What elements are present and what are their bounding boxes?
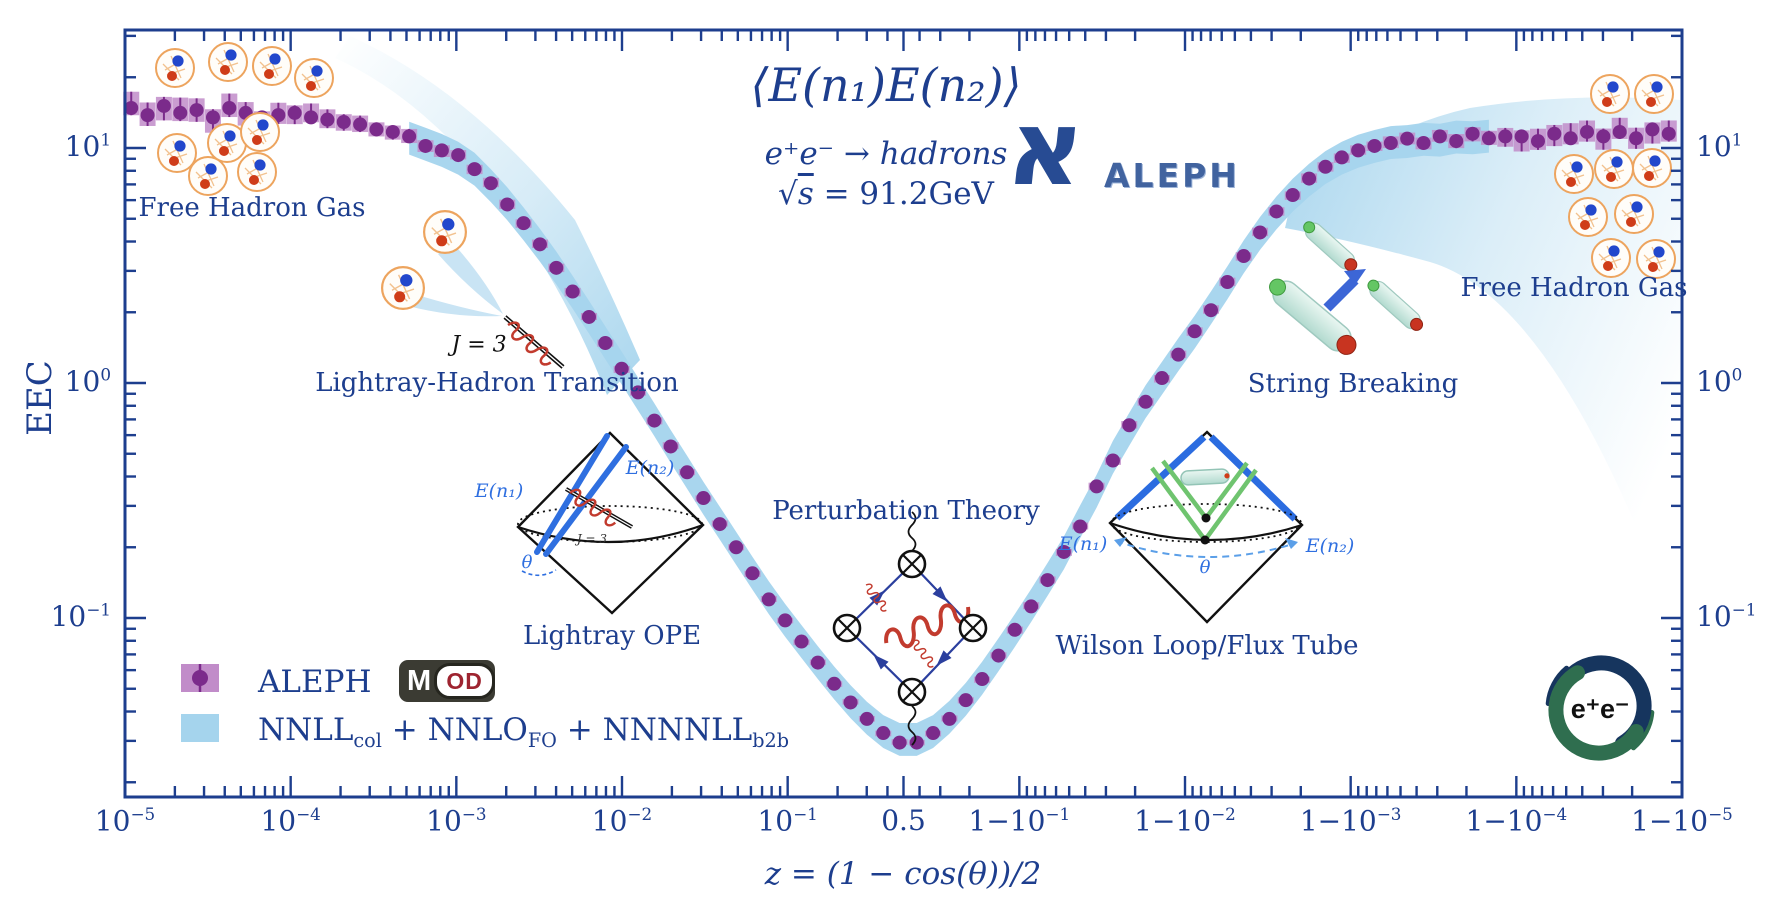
feynman-diagram bbox=[832, 511, 988, 746]
annotation-free-hadron-gas-right: Free Hadron Gas bbox=[1460, 273, 1688, 303]
hadron-icon bbox=[1594, 149, 1634, 189]
hadron-icon bbox=[237, 152, 277, 192]
legend-theory-label: NNLLcol + NNLOFO + NNNNLLb2b bbox=[258, 712, 790, 753]
vertex-icon bbox=[958, 613, 988, 643]
annotation-lightray-transition: Lightray-Hadron Transition bbox=[315, 368, 679, 398]
string-breaking-illustration bbox=[1269, 221, 1424, 355]
hadron-icon bbox=[294, 58, 334, 98]
lightray-transition-illustration bbox=[381, 210, 565, 369]
flux-lines bbox=[1150, 459, 1258, 542]
vertex-icon bbox=[832, 613, 862, 643]
hadron-icon bbox=[155, 48, 195, 88]
energy-n1-label: E(n₁) bbox=[1058, 533, 1108, 555]
x-tick-label: 1−10−1 bbox=[968, 804, 1071, 838]
mod-badge-od: OD bbox=[446, 667, 483, 694]
gluon-coil-icon bbox=[500, 318, 559, 369]
flux-tube-large bbox=[1269, 278, 1357, 355]
vertex-icon bbox=[897, 549, 927, 579]
aleph-logo-icon: א bbox=[1001, 87, 1091, 209]
y-tick-label-left: 10−1 bbox=[50, 599, 111, 633]
hadron-icon bbox=[208, 42, 248, 82]
process-label: e⁺e⁻ → hadrons bbox=[764, 136, 1008, 172]
energy-n2-label: E(n₂) bbox=[625, 457, 675, 479]
hadron-icon bbox=[1590, 74, 1630, 114]
x-tick-label: 10−5 bbox=[94, 804, 156, 838]
energy-label: √s = 91.2GeV bbox=[778, 176, 994, 212]
breaking-arrow bbox=[1323, 276, 1359, 312]
y-tick-label-right: 10−1 bbox=[1696, 599, 1757, 633]
flux-tube-small-1 bbox=[1303, 221, 1358, 272]
hadron-icon bbox=[1634, 74, 1674, 114]
x-tick-label: 0.5 bbox=[881, 804, 926, 837]
hadron-icon bbox=[157, 133, 197, 173]
hadron-icon bbox=[1591, 238, 1631, 278]
energy-n1-label: E(n₁) bbox=[474, 480, 524, 502]
legend-aleph-label: ALEPH bbox=[258, 664, 372, 700]
legend-theory-swatch bbox=[181, 714, 219, 742]
wilson-line-right bbox=[1208, 434, 1298, 522]
x-axis-label: z = (1 − cos(θ))/2 bbox=[764, 856, 1042, 892]
annotation-wilson-loop: Wilson Loop/Flux Tube bbox=[1055, 631, 1359, 661]
y-tick-label-left: 101 bbox=[64, 129, 111, 163]
theta-label: θ bbox=[1200, 557, 1211, 578]
flux-tube-small-2 bbox=[1367, 279, 1424, 331]
x-tick-label: 10−1 bbox=[757, 804, 818, 838]
y-tick-label-left: 100 bbox=[64, 364, 111, 398]
annotation-string-breaking: String Breaking bbox=[1247, 369, 1459, 399]
y-tick-label-right: 101 bbox=[1696, 129, 1743, 163]
hadron-icon bbox=[240, 112, 280, 152]
collider-logo-text: e⁺e⁻ bbox=[1571, 694, 1630, 724]
x-tick-label: 1−10−4 bbox=[1465, 804, 1568, 838]
hadron-icon bbox=[1568, 197, 1608, 237]
plot-title: ⟨E(n₁)E(n₂)⟩ bbox=[750, 58, 1022, 112]
x-tick-label: 1−10−2 bbox=[1134, 804, 1236, 838]
mod-badge: M OD bbox=[399, 660, 495, 702]
vertex-icon bbox=[897, 677, 927, 707]
energy-n2-label: E(n₂) bbox=[1305, 535, 1355, 557]
lightray-ope-diagram: E(n₁) E(n₂) θ J = 3 bbox=[474, 431, 705, 615]
funnel-wedge-1 bbox=[438, 242, 503, 314]
hadron-icon bbox=[1632, 148, 1672, 188]
hadron-icon bbox=[188, 156, 228, 196]
j3-small-label: J = 3 bbox=[574, 532, 607, 546]
theta-label: θ bbox=[522, 552, 533, 573]
x-tick-label: 10−4 bbox=[260, 804, 321, 838]
mod-badge-m: M bbox=[407, 664, 432, 697]
axes bbox=[123, 28, 1684, 799]
x-tick-label: 10−2 bbox=[591, 804, 653, 838]
flux-tube-icon bbox=[1180, 468, 1230, 486]
hadron-icon bbox=[423, 210, 467, 254]
annotation-perturbation-theory: Perturbation Theory bbox=[772, 496, 1040, 526]
legend-aleph-swatch bbox=[181, 664, 219, 692]
x-tick-label: 1−10−3 bbox=[1299, 804, 1402, 838]
wilson-loop-diagram: E(n₁) E(n₂) θ bbox=[1058, 430, 1355, 624]
y-axis-label: EEC bbox=[20, 360, 60, 436]
funnel-wedge-2 bbox=[408, 294, 502, 317]
x-tick-label: 1−10−5 bbox=[1631, 804, 1733, 838]
collider-logo: e⁺e⁻ bbox=[1543, 651, 1657, 765]
annotation-lightray-ope: Lightray OPE bbox=[522, 621, 702, 651]
hadron-icon bbox=[1554, 154, 1594, 194]
annotation-j-equals-3: J = 3 bbox=[451, 332, 507, 358]
annotation-free-hadron-gas-left: Free Hadron Gas bbox=[138, 193, 366, 223]
x-tick-label: 10−3 bbox=[426, 804, 487, 838]
aleph-logo-text: ALEPH bbox=[1104, 156, 1240, 195]
hadron-icon bbox=[381, 266, 425, 310]
data-points bbox=[124, 98, 1676, 750]
hadron-icon bbox=[1614, 194, 1654, 234]
hadron-icon bbox=[252, 46, 292, 86]
y-tick-label-right: 100 bbox=[1696, 364, 1743, 398]
